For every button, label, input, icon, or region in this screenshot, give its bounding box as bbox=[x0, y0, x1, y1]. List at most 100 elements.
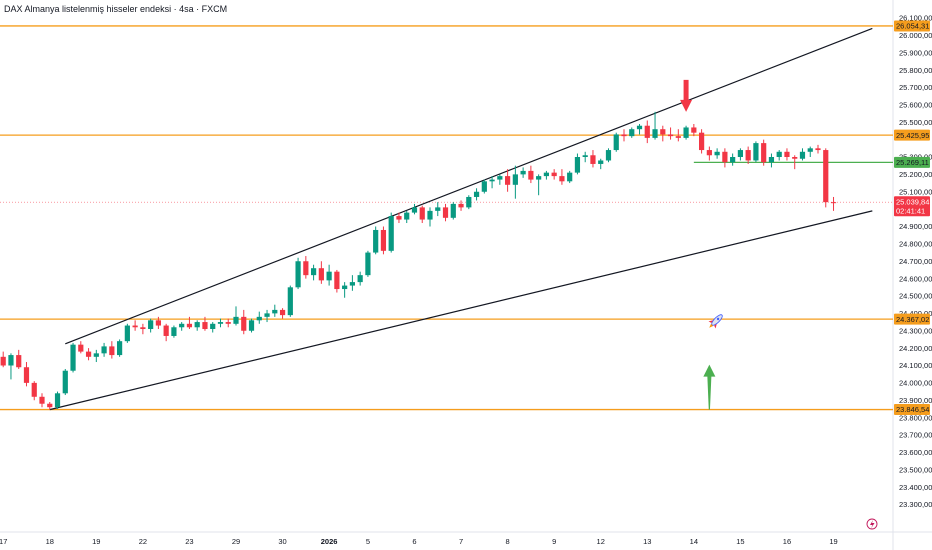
time-tick-label: 6 bbox=[412, 537, 416, 546]
candle bbox=[101, 342, 107, 357]
candle-body bbox=[419, 207, 425, 220]
price-tick-label: 23.700,00 bbox=[899, 431, 932, 440]
horizontal-levels bbox=[0, 25, 893, 411]
time-axis[interactable]: 17 18 19 22 23 29 30 2026 5 6 7 8 9 12 13 14 15 16 19 bbox=[0, 537, 838, 546]
time-tick-label: 17 bbox=[0, 537, 7, 546]
candle-body bbox=[559, 176, 565, 182]
price-tick-label: 23.600,00 bbox=[899, 448, 932, 457]
candle-body bbox=[357, 275, 363, 283]
candle-body bbox=[699, 132, 705, 151]
candle bbox=[342, 282, 348, 298]
candle-body bbox=[458, 203, 464, 208]
candle-body bbox=[303, 261, 309, 276]
price-tick-label: 25.900,00 bbox=[899, 48, 932, 57]
candle bbox=[295, 257, 301, 290]
candle-body bbox=[761, 143, 767, 163]
candle-body bbox=[70, 344, 76, 371]
candle bbox=[528, 165, 534, 184]
candle-body bbox=[450, 203, 456, 218]
svg-text:26.054,31: 26.054,31 bbox=[896, 22, 929, 31]
candle bbox=[194, 320, 200, 331]
price-tick-label: 23.500,00 bbox=[899, 465, 932, 474]
candle bbox=[334, 269, 340, 293]
candle bbox=[745, 146, 751, 164]
candle-body bbox=[753, 143, 759, 161]
candle-body bbox=[272, 309, 278, 314]
candle bbox=[706, 146, 712, 161]
svg-text:23.846,54: 23.846,54 bbox=[896, 405, 929, 414]
time-tick-label: 30 bbox=[278, 537, 286, 546]
level-price-tag: 23.846,54 bbox=[894, 404, 930, 416]
price-tick-label: 24.400,00 bbox=[899, 309, 932, 318]
candle-body bbox=[768, 157, 775, 163]
candle bbox=[450, 202, 456, 220]
price-tick-label: 24.800,00 bbox=[899, 240, 932, 249]
candle-body bbox=[264, 313, 270, 317]
candle-body bbox=[396, 216, 402, 220]
svg-text:25.269,11: 25.269,11 bbox=[896, 158, 929, 167]
candle bbox=[62, 368, 68, 396]
price-tags: 26.054,31 25.425,95 24.367,02 23.846,54 25.2… bbox=[894, 20, 930, 416]
candle-body bbox=[148, 320, 154, 330]
price-tick-label: 24.700,00 bbox=[899, 257, 932, 266]
price-axis[interactable]: 26.100,00 26.000,00 25.900,00 25.800,00 25.7… bbox=[899, 14, 932, 510]
candle bbox=[536, 174, 542, 196]
candle bbox=[303, 256, 309, 279]
candle bbox=[163, 323, 169, 342]
candle bbox=[629, 127, 635, 138]
candle-body bbox=[605, 150, 612, 161]
candle bbox=[16, 349, 22, 369]
time-tick-label: 19 bbox=[829, 537, 837, 546]
level-price-tag: 26.054,31 bbox=[894, 20, 930, 32]
candle bbox=[473, 188, 480, 201]
candle-body bbox=[225, 322, 231, 324]
candle bbox=[520, 167, 526, 178]
candle bbox=[699, 129, 705, 154]
candle bbox=[272, 304, 278, 317]
candle-body bbox=[23, 367, 30, 383]
candle bbox=[93, 349, 99, 363]
price-tick-label: 25.200,00 bbox=[899, 170, 932, 179]
svg-text:02:41:41: 02:41:41 bbox=[896, 207, 925, 216]
candle bbox=[714, 148, 720, 159]
candle-body bbox=[101, 346, 107, 354]
time-tick-label: 9 bbox=[552, 537, 556, 546]
candle bbox=[660, 125, 666, 142]
candle bbox=[435, 202, 441, 217]
candle-body bbox=[543, 172, 549, 177]
candle bbox=[264, 309, 270, 323]
time-tick-label: 5 bbox=[366, 537, 370, 546]
candle-body bbox=[334, 271, 340, 290]
support-price-tag: 25.269,11 bbox=[894, 156, 930, 168]
candle bbox=[31, 381, 37, 401]
time-tick-label: 19 bbox=[92, 537, 100, 546]
candle bbox=[210, 322, 216, 333]
candle bbox=[730, 153, 736, 166]
candle bbox=[140, 323, 146, 335]
candle-body bbox=[365, 252, 371, 276]
time-tick-label: 22 bbox=[139, 537, 147, 546]
candle bbox=[567, 170, 573, 184]
candle-body bbox=[124, 325, 130, 342]
candle-body bbox=[551, 172, 557, 177]
candle-body bbox=[47, 403, 53, 408]
trend-line bbox=[65, 27, 873, 345]
candle bbox=[652, 111, 658, 140]
candle bbox=[47, 401, 53, 410]
candle bbox=[217, 318, 224, 328]
candle-body bbox=[85, 351, 92, 357]
svg-text:25.425,95: 25.425,95 bbox=[896, 131, 929, 140]
candle bbox=[582, 151, 588, 163]
time-tick-label: 16 bbox=[783, 537, 791, 546]
candle-body bbox=[652, 129, 658, 138]
candle-body bbox=[163, 325, 169, 336]
candle bbox=[318, 261, 324, 284]
candle-body bbox=[442, 207, 449, 218]
candle bbox=[590, 150, 596, 168]
candle bbox=[489, 176, 495, 189]
candle bbox=[373, 226, 379, 255]
candle-body bbox=[722, 151, 728, 163]
candle bbox=[799, 148, 806, 161]
